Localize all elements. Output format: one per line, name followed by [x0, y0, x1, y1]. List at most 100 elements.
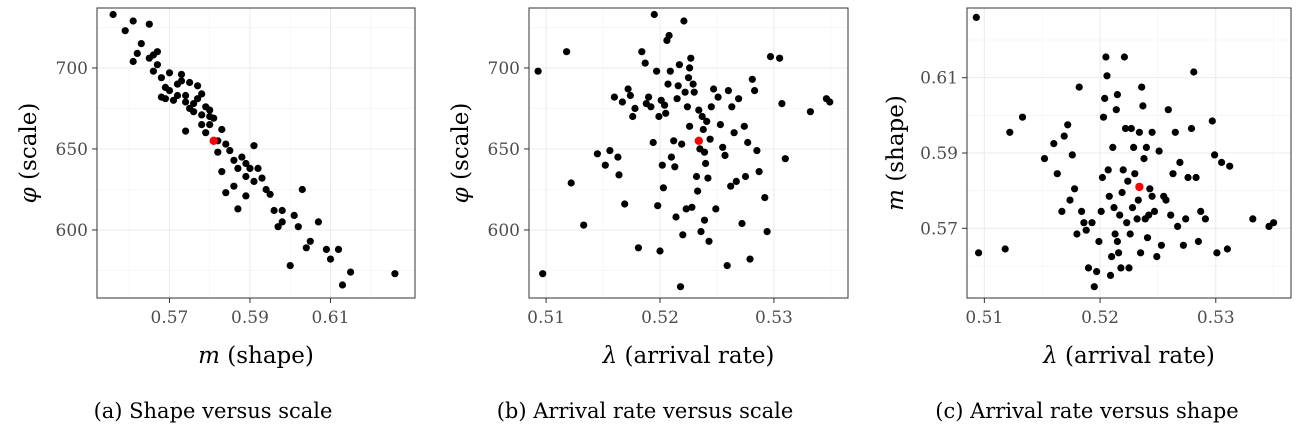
data-point	[1194, 237, 1202, 246]
data-point	[679, 231, 687, 239]
data-point	[1127, 124, 1135, 133]
data-point	[1060, 132, 1068, 140]
data-point	[306, 237, 314, 245]
data-point	[567, 179, 575, 187]
data-point	[149, 67, 157, 75]
data-point	[744, 138, 752, 147]
data-point	[667, 153, 676, 161]
data-point	[676, 283, 685, 291]
data-point	[270, 206, 278, 215]
data-point	[226, 147, 234, 155]
y-tick-label: 700	[56, 59, 88, 79]
data-point	[626, 91, 635, 100]
data-point	[1066, 196, 1074, 204]
x-axis-label: λ (arrival rate)	[1042, 343, 1215, 369]
data-point	[290, 211, 298, 219]
data-point	[666, 67, 674, 75]
data-point	[302, 244, 310, 252]
y-axis-text: (scale)	[448, 103, 474, 188]
data-point	[153, 48, 161, 56]
data-point	[1104, 166, 1112, 174]
data-point	[177, 77, 186, 85]
data-point	[1110, 204, 1118, 212]
data-point	[563, 48, 571, 56]
data-point	[1018, 113, 1027, 121]
data-point	[1075, 83, 1083, 91]
data-point	[1150, 207, 1159, 215]
data-point	[653, 67, 661, 75]
data-point	[1167, 211, 1175, 219]
data-point	[714, 93, 722, 101]
data-point	[1088, 219, 1096, 227]
data-point	[266, 190, 274, 198]
data-point	[1090, 283, 1098, 291]
data-point	[230, 182, 238, 190]
data-point	[678, 140, 686, 148]
data-point	[177, 70, 186, 78]
data-point	[661, 101, 669, 109]
data-point	[751, 87, 759, 95]
data-point	[1223, 245, 1231, 253]
data-point	[1099, 113, 1108, 121]
data-point	[710, 85, 718, 93]
data-point	[746, 255, 754, 263]
data-point	[645, 93, 653, 101]
data-point	[1146, 185, 1154, 193]
data-point	[649, 138, 657, 147]
data-point	[186, 78, 194, 87]
data-point	[1084, 264, 1093, 272]
x-axis-text: (arrival rate)	[617, 343, 774, 369]
plot-area	[529, 8, 848, 298]
data-point	[1102, 53, 1110, 61]
data-point	[624, 85, 632, 93]
data-point	[675, 61, 684, 69]
y-axis-label: m (shape)	[883, 95, 909, 211]
data-point	[1179, 241, 1187, 249]
data-point	[1124, 177, 1132, 185]
data-point	[1139, 102, 1147, 110]
data-point	[222, 140, 230, 148]
x-tick-label: 0.52	[641, 308, 679, 328]
data-point	[712, 205, 720, 213]
data-point	[1138, 83, 1146, 91]
data-point	[1098, 173, 1106, 182]
data-point	[1153, 253, 1161, 261]
data-point	[298, 185, 306, 194]
y-tick-label: 650	[56, 140, 88, 160]
x-axis-text: (shape)	[220, 343, 314, 369]
data-point	[286, 262, 294, 270]
data-point	[334, 245, 343, 253]
data-point	[680, 17, 688, 25]
data-point	[165, 69, 174, 77]
data-point	[700, 216, 709, 224]
data-point	[1103, 72, 1111, 80]
data-point	[741, 172, 750, 181]
data-point	[781, 155, 789, 163]
data-point	[278, 218, 286, 226]
x-axis-label: λ (arrival rate)	[602, 343, 775, 369]
data-point	[338, 281, 347, 289]
data-point	[1174, 222, 1182, 230]
data-point	[1187, 124, 1196, 133]
data-point	[706, 135, 714, 143]
data-point	[658, 161, 666, 169]
data-point	[121, 27, 129, 35]
data-point	[766, 53, 775, 61]
data-point	[1192, 173, 1200, 182]
data-point	[1134, 196, 1142, 204]
data-point	[194, 82, 202, 90]
panel-caption: (c) Arrival rate versus shape	[935, 399, 1238, 423]
data-point	[1176, 158, 1184, 166]
data-point	[157, 74, 165, 82]
data-point	[234, 164, 242, 172]
data-point	[1125, 264, 1133, 272]
data-point	[1249, 215, 1257, 223]
data-point	[721, 151, 729, 159]
data-point	[161, 95, 169, 103]
data-point	[1082, 226, 1090, 234]
data-point	[671, 163, 679, 171]
data-point	[190, 108, 198, 116]
data-point	[1109, 143, 1117, 151]
data-point	[778, 100, 786, 108]
data-point	[198, 121, 206, 129]
